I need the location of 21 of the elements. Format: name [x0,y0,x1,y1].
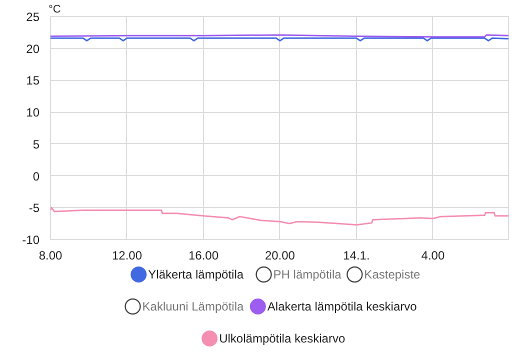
x-tick-label: 8.00 [38,248,63,262]
legend-label: Alakerta lämpötila keskiarvo [267,300,418,314]
x-tick-label: 20.00 [264,248,296,262]
x-tick-label: 4.00 [421,248,445,262]
y-tick-label: -10 [22,233,40,247]
x-tick-label: 14.1. [343,248,370,262]
legend-label: Kastepiste [364,268,421,282]
y-tick-label: 0 [32,169,40,184]
legend-label: Ulkolämpötila keskiarvo [219,332,346,346]
y-tick-label: 25 [26,10,40,24]
x-tick-label: 16.00 [188,248,219,262]
legend-label: Kakluuni Lämpötila [142,300,244,314]
legend-label: Yläkerta lämpötila [148,268,244,282]
y-tick-label: 10 [26,106,40,120]
y-tick-label: 5 [32,137,40,152]
y-axis-title: °C [48,4,61,16]
x-tick-label: 12.00 [112,248,142,262]
legend-label: PH lämpötila [273,268,342,282]
y-tick-label: 20 [26,42,40,56]
y-tick-label: 15 [26,74,40,88]
y-tick-label: -5 [28,201,40,216]
